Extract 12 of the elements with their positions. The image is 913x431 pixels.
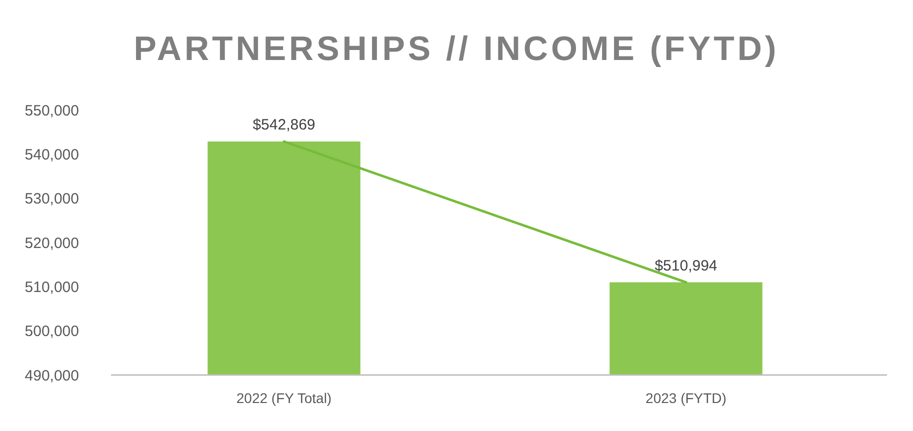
y-tick-label: 530,000 <box>24 190 79 208</box>
y-tick-label: 520,000 <box>24 234 79 252</box>
y-tick-label: 550,000 <box>24 102 79 120</box>
x-tick-label: 2022 (FY Total) <box>236 390 332 406</box>
x-tick-label: 2023 (FYTD) <box>646 390 726 406</box>
y-tick-label: 540,000 <box>24 146 79 164</box>
text: $510,994 <box>654 257 718 274</box>
text: $542,869 <box>252 116 316 134</box>
y-tick-label: 490,000 <box>24 367 79 384</box>
y-tick-label: 500,000 <box>24 323 79 340</box>
chart-title: PARTNERSHIPS // INCOME (FYTD) <box>134 30 780 68</box>
y-tick-label: 510,000 <box>24 278 79 296</box>
